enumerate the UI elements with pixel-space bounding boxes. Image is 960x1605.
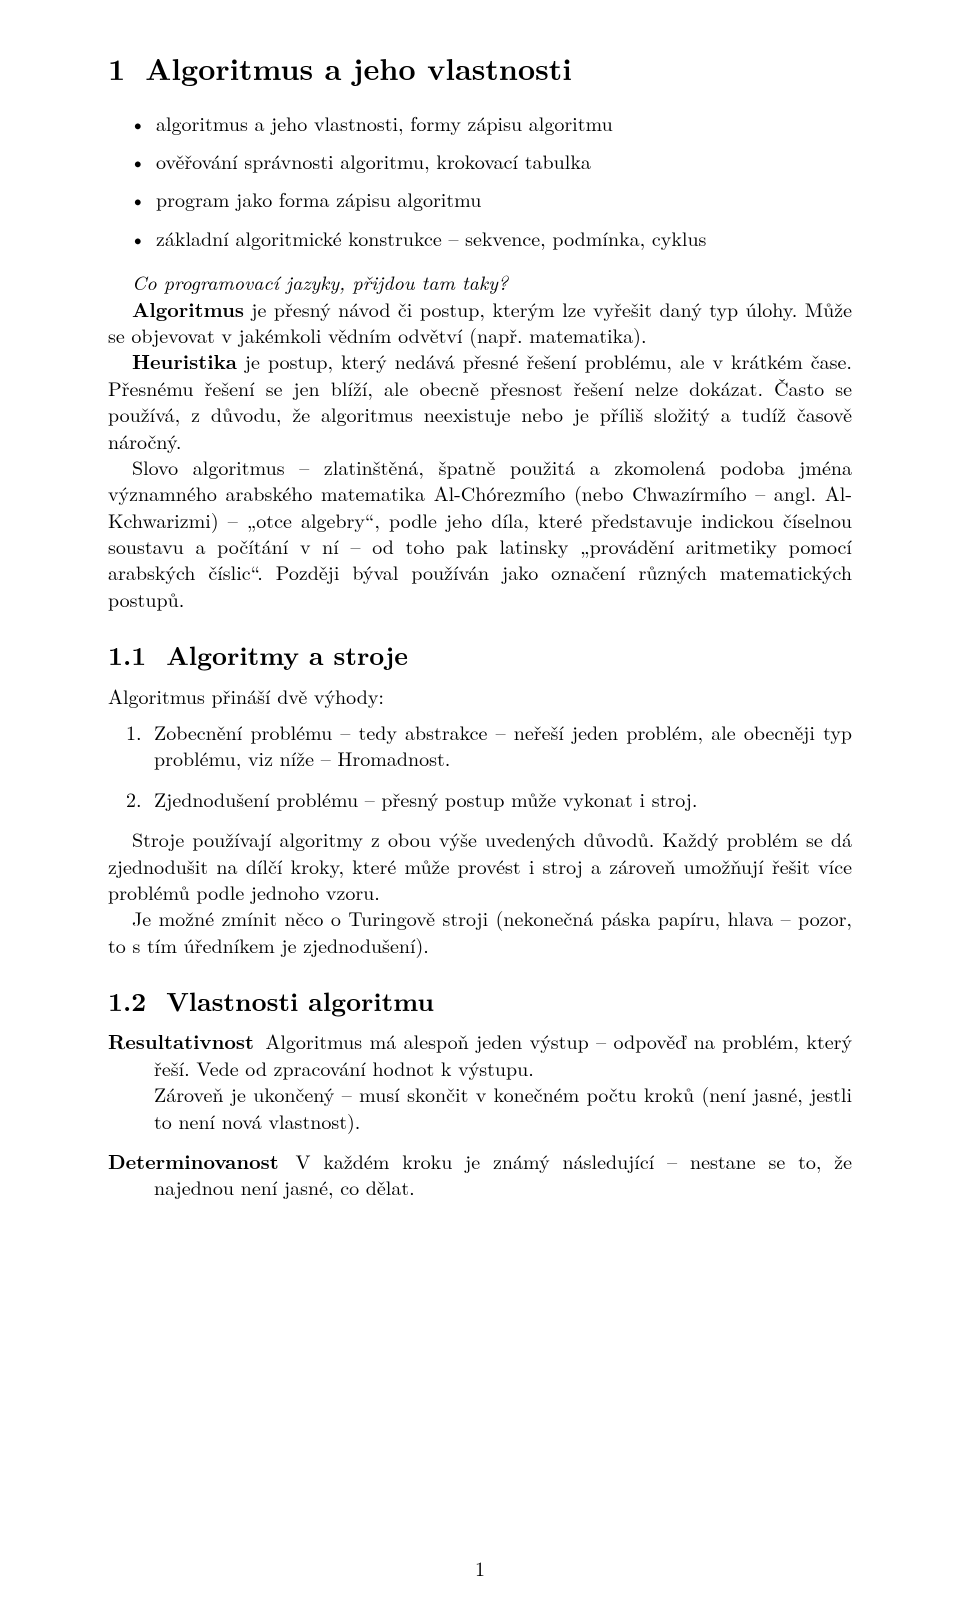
subsection-number: 1.2 — [108, 982, 146, 1019]
section-number: 1 — [108, 46, 125, 89]
property-term: Determinovanost — [108, 1146, 283, 1175]
property-body: Algoritmus má alespoň jeden výstup – odp… — [154, 1026, 852, 1081]
body-paragraph: Je možné zmínit něco o Turingově stroji … — [108, 905, 852, 958]
subsection-heading: 1.1 Algoritmy a stroje — [108, 638, 852, 672]
intro-question: Co programovací jazyky, přijdou tam taky… — [108, 269, 852, 295]
subsection-heading: 1.2 Vlastnosti algoritmu — [108, 984, 852, 1018]
list-item: Zjednodušení problému – přesný postup mů… — [154, 786, 852, 812]
term-bold: Algoritmus — [132, 294, 244, 323]
list-item: algoritmus a jeho vlastnosti, formy zápi… — [156, 110, 852, 136]
lead-text: Algoritmus přináší dvě výhody: — [108, 683, 852, 709]
body-paragraph: Stroje používají algoritmy z obou výše u… — [108, 826, 852, 905]
property-term: Resultativnost — [108, 1026, 258, 1055]
property-continuation: Zároveň je ukončený – musí skončit v kon… — [154, 1079, 852, 1134]
properties-list: Resultativnost Algoritmus má alespoň jed… — [108, 1028, 852, 1200]
list-item: Zobecnění problému – tedy abstrakce – ne… — [154, 719, 852, 772]
subsection-number: 1.1 — [108, 636, 146, 673]
term-bold: Heuristika — [132, 346, 237, 375]
list-item: program jako forma zápisu algoritmu — [156, 186, 852, 212]
section-title: Algoritmus a jeho vlastnosti — [145, 46, 572, 89]
etymology-paragraph: Slovo algoritmus – zlatinštěná, špatně p… — [108, 454, 852, 612]
topic-bullet-list: algoritmus a jeho vlastnosti, formy zápi… — [108, 110, 852, 252]
page-number: 1 — [0, 1555, 960, 1581]
definition-algoritmus: Algoritmus je přesný návod či postup, kt… — [108, 296, 852, 349]
subsection-title: Algoritmy a stroje — [166, 636, 408, 673]
list-item: základní algoritmické konstrukce – sekve… — [156, 225, 852, 251]
property-item: Determinovanost V každém kroku je známý … — [108, 1148, 852, 1201]
definition-heuristika: Heuristika je postup, který nedává přesn… — [108, 348, 852, 454]
property-item: Resultativnost Algoritmus má alespoň jed… — [108, 1028, 852, 1134]
advantages-list: Zobecnění problému – tedy abstrakce – ne… — [108, 719, 852, 812]
document-page: 1 Algoritmus a jeho vlastnosti algoritmus… — [0, 0, 960, 1605]
subsection-title: Vlastnosti algoritmu — [166, 982, 434, 1019]
section-heading: 1 Algoritmus a jeho vlastnosti — [108, 48, 852, 88]
list-item: ověřování správnosti algoritmu, krokovac… — [156, 148, 852, 174]
